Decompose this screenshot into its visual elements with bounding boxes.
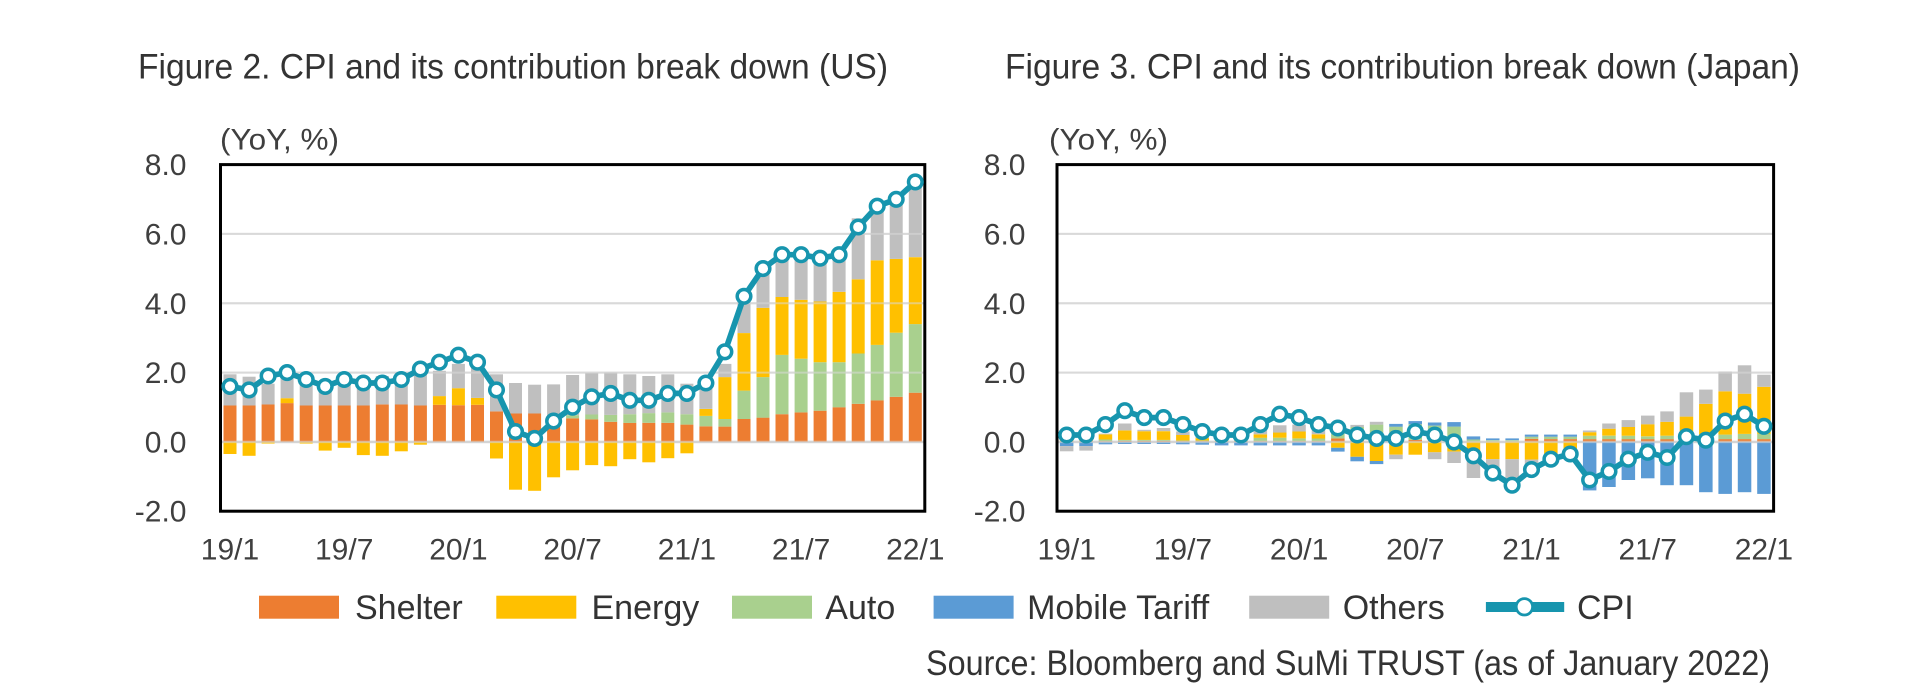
svg-text:20/1: 20/1: [429, 534, 487, 567]
svg-text:-2.0: -2.0: [135, 496, 187, 529]
svg-text:20/7: 20/7: [1386, 534, 1444, 567]
svg-text:21/7: 21/7: [1619, 534, 1677, 567]
svg-text:8.0: 8.0: [145, 149, 187, 182]
svg-text:8.0: 8.0: [984, 149, 1026, 182]
svg-text:Energy: Energy: [592, 589, 700, 627]
svg-text:21/1: 21/1: [658, 534, 716, 567]
svg-text:19/7: 19/7: [1154, 534, 1212, 567]
svg-text:6.0: 6.0: [984, 218, 1026, 251]
svg-text:19/7: 19/7: [315, 534, 373, 567]
svg-text:4.0: 4.0: [984, 288, 1026, 321]
svg-text:(YoY, %): (YoY, %): [1049, 124, 1168, 157]
svg-text:(YoY, %): (YoY, %): [220, 124, 339, 157]
svg-text:Others: Others: [1343, 589, 1445, 627]
svg-text:0.0: 0.0: [145, 426, 187, 459]
svg-text:22/1: 22/1: [886, 534, 944, 567]
svg-text:19/1: 19/1: [201, 534, 259, 567]
svg-text:Source: Bloomberg and SuMi TRU: Source: Bloomberg and SuMi TRUST (as of …: [926, 644, 1770, 683]
svg-text:20/1: 20/1: [1270, 534, 1328, 567]
svg-text:Mobile Tariff: Mobile Tariff: [1027, 589, 1210, 627]
svg-text:Figure 2. CPI and its contribu: Figure 2. CPI and its contribution break…: [138, 48, 888, 87]
svg-text:Shelter: Shelter: [355, 589, 463, 627]
svg-text:2.0: 2.0: [984, 357, 1026, 390]
svg-text:Auto: Auto: [825, 589, 895, 627]
svg-text:20/7: 20/7: [543, 534, 601, 567]
svg-text:22/1: 22/1: [1735, 534, 1793, 567]
svg-text:4.0: 4.0: [145, 288, 187, 321]
svg-text:0.0: 0.0: [984, 426, 1026, 459]
svg-text:21/1: 21/1: [1502, 534, 1560, 567]
svg-text:19/1: 19/1: [1038, 534, 1096, 567]
svg-text:6.0: 6.0: [145, 218, 187, 251]
svg-text:-2.0: -2.0: [974, 496, 1026, 529]
svg-text:21/7: 21/7: [772, 534, 830, 567]
svg-text:CPI: CPI: [1577, 589, 1634, 627]
svg-text:Figure 3. CPI and its contribu: Figure 3. CPI and its contribution break…: [1005, 48, 1800, 87]
svg-text:2.0: 2.0: [145, 357, 187, 390]
